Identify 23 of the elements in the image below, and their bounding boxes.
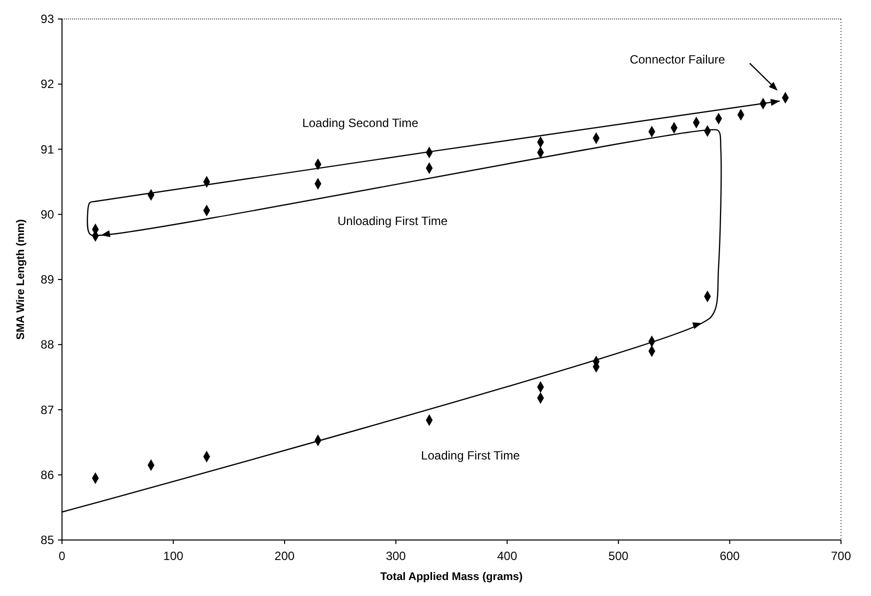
y-tick-label: 92 xyxy=(40,77,54,92)
x-tick-label: 500 xyxy=(608,549,629,563)
y-tick-label: 88 xyxy=(40,338,54,352)
y-tick-label: 89 xyxy=(40,272,54,286)
x-axis-title: Total Applied Mass (grams) xyxy=(380,571,524,583)
annotation: Loading First Time xyxy=(421,448,520,462)
y-tick-label: 87 xyxy=(40,402,54,417)
annotation: Connector Failure xyxy=(630,52,726,66)
x-tick-label: 700 xyxy=(830,549,852,563)
y-tick-label: 91 xyxy=(40,142,54,156)
x-tick-label: 300 xyxy=(386,549,406,563)
y-axis-title: SMA Wire Length (mm) xyxy=(15,218,27,340)
annotation: Loading Second Time xyxy=(302,116,419,130)
y-tick-label: 86 xyxy=(40,468,54,482)
x-tick-label: 100 xyxy=(163,549,184,563)
y-tick-label: 90 xyxy=(40,207,54,222)
x-tick-label: 400 xyxy=(497,549,518,563)
y-tick-label: 93 xyxy=(40,12,54,26)
x-tick-label: 200 xyxy=(274,549,295,563)
annotation: Unloading First Time xyxy=(337,214,448,228)
x-tick-label: 0 xyxy=(58,549,66,563)
x-tick-label: 600 xyxy=(720,549,740,563)
y-tick-label: 85 xyxy=(40,533,54,547)
